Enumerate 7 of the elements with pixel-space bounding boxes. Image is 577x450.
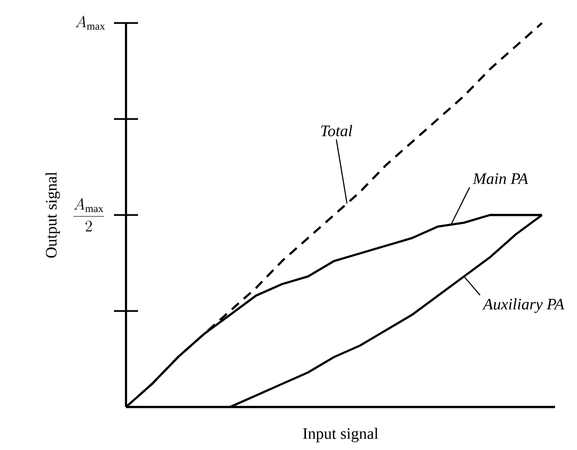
- series-label: Main PA: [472, 173, 528, 184]
- text: $A_{\max}$: [76, 16, 105, 30]
- x-axis-title: Input signal: [303, 428, 378, 442]
- y-axis-title: Output signal: [45, 172, 60, 258]
- text: Total: [321, 125, 352, 136]
- legend-label: Auxiliary PA: [482, 298, 564, 313]
- text: $\frac{A_{\max}}{2}$: [73, 198, 104, 232]
